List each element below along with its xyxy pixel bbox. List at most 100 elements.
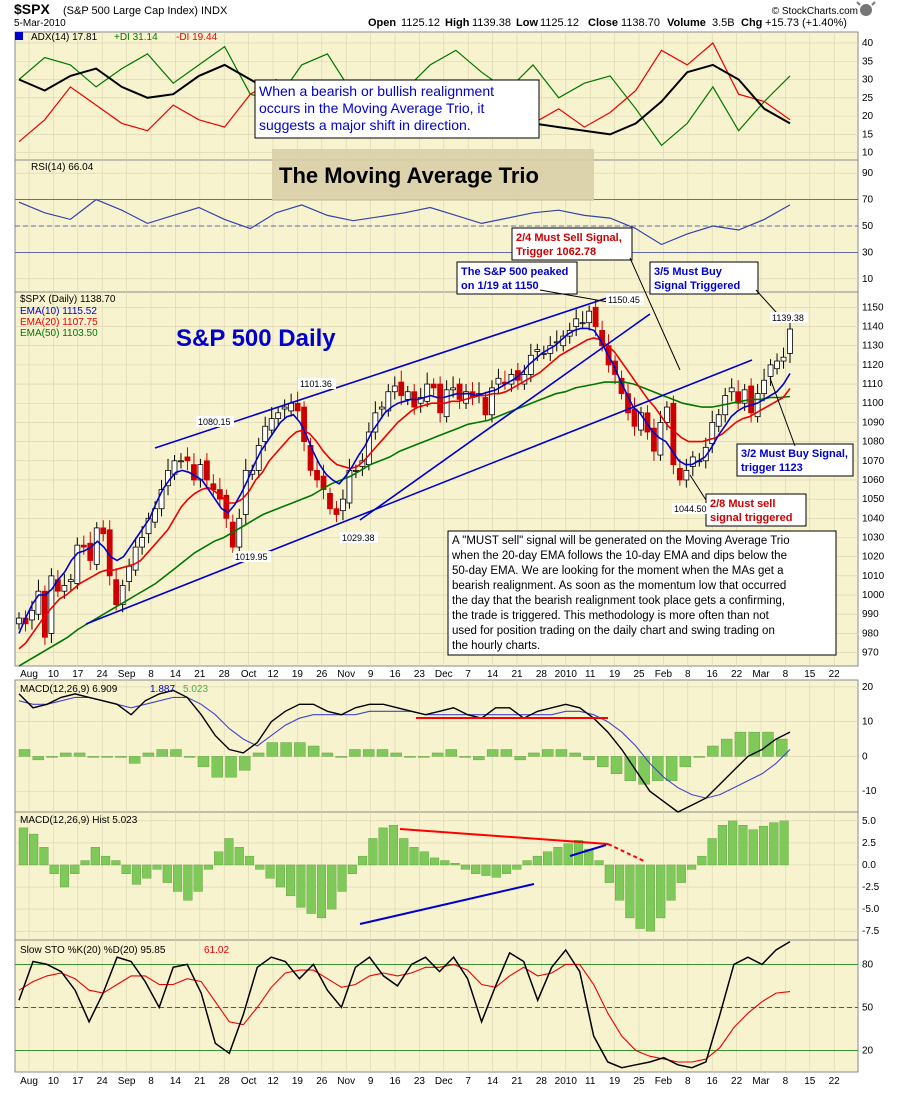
macd-hist-bar (610, 756, 623, 774)
macd-hist-bar (734, 731, 747, 757)
ohlc-readout: Open 1125.12 High 1139.38 Low 1125.12 Cl… (368, 17, 847, 29)
annotation-overlay (85, 295, 753, 925)
hist-bar (532, 855, 542, 866)
macd-hist-bar (473, 756, 485, 761)
hist-bar (162, 864, 172, 883)
xtick: Mar (752, 1076, 770, 1087)
candle-body (93, 527, 100, 565)
macd-hist-bar (46, 756, 58, 758)
adx-legend-pdi: +DI 31.14 (114, 32, 158, 43)
body-line-3: 50-day EMA. We are looking for the momen… (452, 565, 784, 577)
sell-24-line-2: Trigger 1062.78 (516, 246, 596, 258)
xtick: 8 (148, 1076, 154, 1087)
xtick: Feb (655, 669, 673, 680)
hist-bar (337, 864, 347, 892)
macd-legend-hist: 5.023 (183, 684, 208, 695)
candle-body (391, 385, 398, 393)
hist-bar (491, 864, 501, 878)
hist-bar (49, 864, 59, 874)
hist-red-dash (607, 843, 647, 863)
candle-body (573, 318, 580, 327)
candle-body (262, 425, 269, 442)
macd-hist-bar (652, 756, 664, 781)
chg-label: Chg (741, 17, 762, 29)
macd-hist-bar (197, 756, 210, 768)
price-legend: $SPX (Daily) 1138.70 EMA(10) 1115.52 EMA… (20, 294, 116, 339)
candle-body (424, 383, 431, 402)
macd-hist-bar (142, 752, 155, 757)
xtick: 2010 (555, 1076, 578, 1087)
hist-bar (450, 863, 460, 866)
xtick: 26 (316, 1076, 328, 1087)
candle-body (236, 517, 243, 548)
sto-legend-d: 61.02 (204, 945, 229, 956)
xtick: Nov (337, 669, 355, 680)
candle-body (61, 585, 68, 592)
xtick: 15 (804, 669, 816, 680)
sell-28-line-1: 2/8 Must sell (710, 498, 775, 510)
candle-body (385, 391, 392, 412)
hist-bar (142, 864, 152, 879)
high-value: 1139.38 (472, 17, 511, 29)
ytick-rsi: 50 (862, 221, 874, 232)
hist-bar (59, 864, 70, 888)
price-legend-ema20: EMA(20) 1107.75 (20, 317, 98, 328)
hist-bar (615, 864, 625, 901)
candle-body (631, 408, 638, 427)
candle-body (702, 446, 709, 462)
value-1139: 1139.38 (772, 313, 804, 323)
candle-body (767, 364, 774, 377)
hist-bar (625, 864, 635, 919)
xtick: 23 (414, 669, 426, 680)
xtick: Nov (337, 1076, 355, 1087)
xtick: 25 (633, 669, 645, 680)
macd-hist-bar (156, 749, 168, 757)
macd-hist-bar (418, 756, 430, 758)
macd-hist-bar (362, 749, 375, 757)
ema50-line (18, 381, 791, 667)
macd-hist-bar (541, 749, 554, 757)
hist-bar (172, 864, 183, 892)
macd-hist-bar (18, 749, 31, 757)
hist-blue-line (359, 883, 535, 925)
xtick: 14 (170, 1076, 182, 1087)
hist-bar (18, 827, 28, 866)
x-axis-labels: Aug 10 17 24 Sep 8 14 21 28 Oct 12 19 26 Nov 9 16 23 Dec 7… (20, 669, 840, 1087)
hist-bar (604, 864, 614, 883)
candle-body (333, 508, 340, 515)
xtick: 16 (389, 669, 401, 680)
xtick: 9 (368, 1076, 374, 1087)
close-label: Close (588, 17, 618, 29)
candle-body (534, 349, 541, 352)
hist-bar (275, 864, 285, 888)
note-top-line-3: suggests a major shift in direction. (259, 117, 471, 133)
candle-body (275, 412, 282, 419)
xtick: 19 (609, 669, 621, 680)
macd-hist-bar (115, 756, 127, 758)
xtick: 12 (267, 669, 279, 680)
candle-body (314, 469, 320, 481)
macd-hist-bar (597, 756, 609, 768)
xtick: 16 (707, 1076, 719, 1087)
hist-bar (131, 864, 142, 885)
macd-hist-bar (679, 756, 692, 768)
candle-body (735, 391, 742, 404)
candle-body (255, 445, 262, 471)
ytick-price: 1120 (862, 360, 884, 371)
ytick-macd: 10 (862, 717, 874, 728)
candle-body (741, 389, 748, 404)
y-axis-labels: 4035302520151090705030101150114011301120… (862, 38, 885, 1057)
macd-legend-signal: 1.887 (150, 684, 175, 695)
hist-bar (183, 864, 193, 901)
macd-hist-bar (349, 749, 361, 757)
macd-hist-bar (376, 749, 389, 757)
macd-hist-bar (748, 731, 760, 757)
hist-bar (656, 864, 666, 919)
xtick: 28 (536, 1076, 548, 1087)
ytick-price: 1000 (862, 590, 885, 601)
xtick: Feb (655, 1076, 673, 1087)
hist-bar (327, 864, 337, 910)
xtick: 21 (511, 669, 523, 680)
ytick-sto: 80 (862, 959, 874, 970)
candle-body (456, 383, 463, 400)
